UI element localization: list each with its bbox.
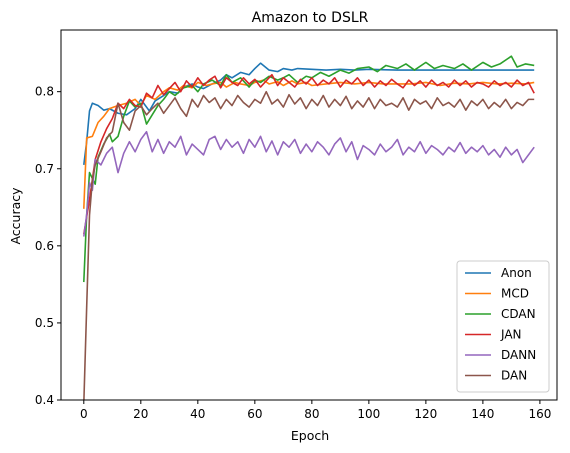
series-line-anon [83, 62, 535, 165]
y-axis: 0.4 0.5 0.6 0.7 0.8 [35, 85, 61, 407]
legend-label-jan: JAN [500, 328, 522, 342]
legend-label-anon: Anon [501, 266, 532, 280]
legend: Anon MCD CDAN JAN DANN DAN [456, 260, 550, 393]
x-tick-label: 20 [133, 407, 148, 421]
y-axis-label: Accuracy [8, 187, 23, 245]
y-tick-label: 0.8 [35, 85, 54, 99]
legend-label-cdan: CDAN [501, 307, 536, 321]
series-lines [83, 55, 535, 400]
x-axis-label: Epoch [291, 428, 329, 443]
series-line-dann [83, 130, 535, 237]
series-line-dan [83, 90, 535, 400]
x-tick-label: 60 [247, 407, 262, 421]
y-tick-label: 0.4 [35, 393, 54, 407]
x-tick-label: 0 [80, 407, 88, 421]
plot-area [60, 29, 558, 401]
x-tick-label: 40 [190, 407, 205, 421]
x-tick-label: 100 [357, 407, 380, 421]
legend-label-dan: DAN [501, 369, 527, 383]
x-axis: 0 20 40 60 80 100 120 140 160 [80, 400, 551, 421]
y-tick-label: 0.5 [35, 316, 54, 330]
series-line-jan [83, 73, 535, 235]
legend-label-dann: DANN [501, 348, 536, 362]
y-tick-label: 0.6 [35, 239, 54, 253]
series-line-cdan [83, 55, 535, 283]
plot-frame [60, 29, 558, 401]
x-tick-label: 80 [304, 407, 319, 421]
x-tick-label: 160 [528, 407, 551, 421]
y-tick-label: 0.7 [35, 162, 54, 176]
series-line-mcd [83, 79, 535, 209]
legend-label-mcd: MCD [501, 287, 529, 301]
x-tick-label: 120 [414, 407, 437, 421]
chart-title: Amazon to DSLR [252, 10, 369, 26]
x-tick-label: 140 [471, 407, 494, 421]
